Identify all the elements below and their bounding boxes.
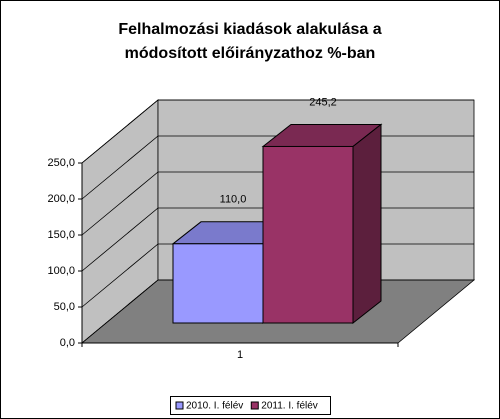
- legend-swatch: [250, 401, 259, 410]
- grid-line: [81, 99, 474, 164]
- y-tick-label: 100,0: [47, 265, 75, 277]
- bar: [171, 220, 293, 325]
- data-label: 245,2: [309, 96, 337, 108]
- legend: 2010. I. félév 2011. I. félév: [170, 396, 331, 415]
- bar-front: [262, 145, 354, 324]
- legend-label: 2011. I. félév: [261, 401, 318, 412]
- y-tick-label: 200,0: [47, 193, 75, 205]
- y-tick-label: 250,0: [47, 157, 75, 169]
- legend-box: [170, 396, 331, 415]
- bar-side: [352, 123, 382, 325]
- y-tick-label: 150,0: [47, 229, 75, 241]
- legend-label: 2010. I. félév: [186, 401, 243, 412]
- x-tick-label: 1: [237, 349, 243, 361]
- legend-swatch: [175, 401, 184, 410]
- bar-front: [172, 243, 264, 324]
- bar: [261, 123, 383, 325]
- data-label: 110,0: [220, 194, 247, 206]
- y-tick-label: 50,0: [54, 301, 75, 313]
- chart-title: Felhalmozási kiadások alakulása a módosí…: [118, 21, 382, 62]
- y-tick-label: 0,0: [60, 337, 75, 349]
